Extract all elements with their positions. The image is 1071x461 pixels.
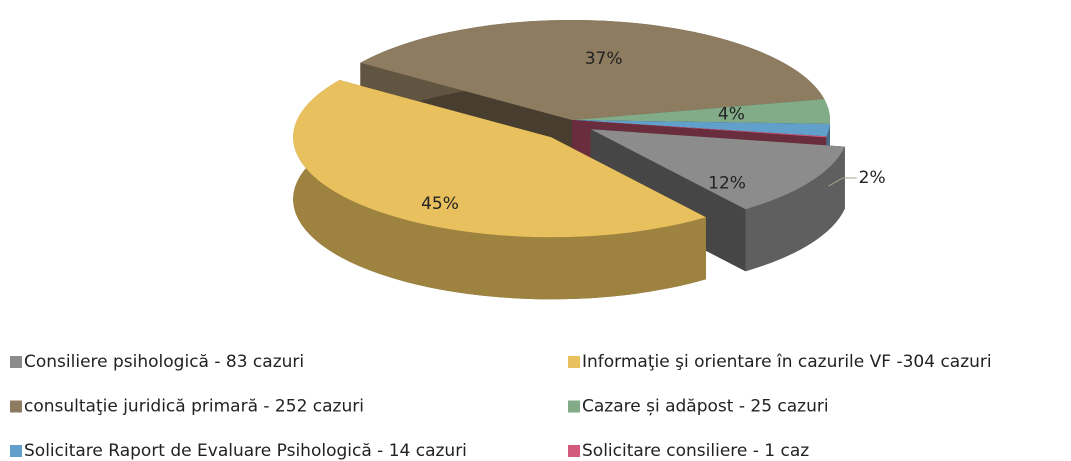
legend-swatch — [568, 445, 580, 457]
slice — [360, 20, 825, 121]
slice — [572, 120, 830, 137]
slice — [572, 120, 827, 138]
legend-swatch — [568, 356, 580, 368]
legend-swatch — [10, 445, 22, 457]
data-label: 45% — [421, 194, 459, 214]
legend-label: Consiliere psihologică - 83 cazuri — [24, 352, 304, 372]
legend-label: Solicitare consiliere - 1 caz — [582, 441, 809, 461]
legend-label: Cazare și adăpost - 25 cazuri — [582, 397, 829, 417]
slice-side — [745, 146, 845, 272]
legend-swatch — [10, 400, 22, 413]
data-label: 4% — [718, 105, 745, 125]
slice — [590, 129, 845, 210]
data-label: 12% — [708, 174, 746, 194]
data-label: 37% — [585, 49, 623, 69]
legend-label: Informaţie şi orientare în cazurile VF -… — [582, 352, 992, 372]
slice-side — [293, 80, 706, 300]
legend-swatch — [10, 356, 22, 368]
leader-line — [828, 177, 857, 187]
data-label: 2% — [859, 168, 886, 188]
legend-swatch — [568, 400, 580, 413]
slice — [293, 80, 706, 238]
slice — [572, 99, 830, 124]
legend-label: consultaţie juridică primară - 252 cazur… — [24, 397, 364, 417]
legend-label: Solicitare Raport de Evaluare Psihologic… — [24, 441, 467, 461]
